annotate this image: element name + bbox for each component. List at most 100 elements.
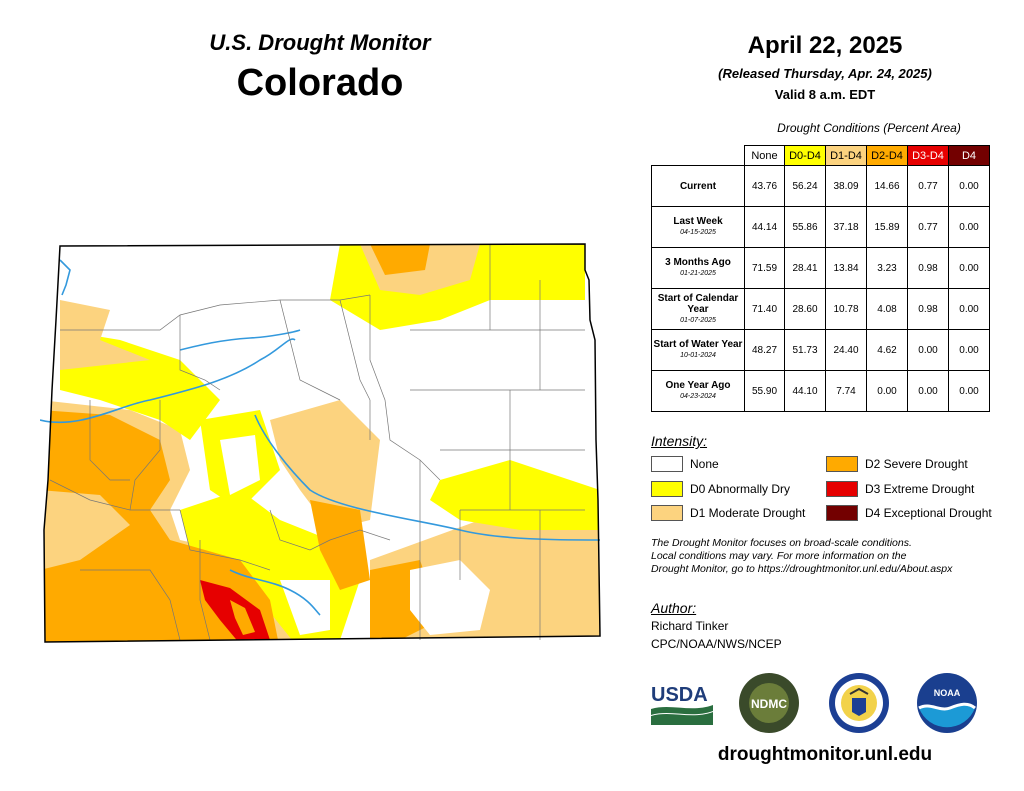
legend-label: D4 Exceptional Drought [865,506,992,520]
table-row: Start of Calendar Year 01-07-2025 71.40 2… [651,288,990,330]
row-label: Start of Water Year 10-01-2024 [651,329,745,371]
product-title: U.S. Drought Monitor [209,30,431,55]
noaa-logo-text: NOAA [934,688,961,698]
table-cell: 71.59 [744,247,785,289]
table-cell: 44.10 [784,370,826,412]
table-cell: 15.89 [866,206,908,248]
table-corner [652,146,745,166]
website-url[interactable]: droughtmonitor.unl.edu [717,744,933,765]
column-header-d2-d4: D2-D4 [866,145,908,166]
valid-time: Valid 8 a.m. EDT [774,87,876,102]
table-cell: 48.27 [744,329,785,371]
table-row: Start of Water Year 10-01-2024 48.27 51.7… [651,329,990,371]
table-cell: 0.00 [948,206,990,248]
table-row: Current 43.76 56.24 38.09 14.66 0.77 0.0… [651,165,990,207]
row-date: 01-21-2025 [680,270,716,277]
table-cell: 0.00 [866,370,908,412]
usda-logo: USDA [651,683,715,727]
table-cell: 55.86 [784,206,826,248]
legend-item-d4: D4 Exceptional Drought [826,505,992,521]
table-cell: 0.00 [948,288,990,330]
column-header-none: None [744,145,785,166]
row-date: 04-23-2024 [680,393,716,400]
state-title: Colorado [236,62,404,104]
legend-item-d3: D3 Extreme Drought [826,481,974,497]
legend-swatch [651,505,683,521]
table-cell: 0.77 [907,206,949,248]
legend-title: Intensity: [651,433,708,449]
column-header-d1-d4: D1-D4 [825,145,867,166]
row-label-text: Start of Calendar Year [657,292,739,315]
table-cell: 14.66 [866,165,908,207]
table-cell: 24.40 [825,329,867,371]
table-cell: 0.00 [948,247,990,289]
table-cell: 0.00 [907,370,949,412]
note-line: The Drought Monitor focuses on broad-sca… [651,537,912,549]
table-cell: 7.74 [825,370,867,412]
usda-logo-text: USDA [651,684,708,706]
release-date: (Released Thursday, Apr. 24, 2025) [718,66,932,81]
row-label: Last Week 04-15-2025 [651,206,745,248]
ndmc-logo-text: NDMC [751,697,787,711]
author-name: Richard Tinker [651,619,729,633]
map-date: April 22, 2025 [747,32,903,59]
column-header-d3-d4: D3-D4 [907,145,949,166]
legend-item-none: None [651,456,719,472]
row-label-text: One Year Ago [665,380,731,391]
table-cell: 51.73 [784,329,826,371]
table-cell: 43.76 [744,165,785,207]
table-header-row: None D0-D4 D1-D4 D2-D4 D3-D4 D4 [652,145,990,166]
column-header-d0-d4: D0-D4 [784,145,826,166]
disclaimer-note: The Drought Monitor focuses on broad-sca… [651,537,1021,576]
table-cell: 0.77 [907,165,949,207]
table-cell: 71.40 [744,288,785,330]
legend-swatch [826,505,858,521]
table-cell: 56.24 [784,165,826,207]
row-date: 04-15-2025 [680,229,716,236]
legend-item-d0: D0 Abnormally Dry [651,481,790,497]
table-cell: 0.98 [907,247,949,289]
commerce-seal-logo [828,672,890,734]
legend-label: D0 Abnormally Dry [690,482,791,496]
row-label: One Year Ago 04-23-2024 [651,370,745,412]
drought-conditions-table: None D0-D4 D1-D4 D2-D4 D3-D4 D4 Current … [651,145,990,412]
legend-label: D2 Severe Drought [865,457,968,471]
ndmc-logo: NDMC [738,672,800,734]
note-line: Local conditions may vary. For more info… [651,550,907,562]
colorado-drought-map [39,240,605,650]
row-date: 01-07-2025 [680,316,716,324]
row-label-text: Current [679,180,717,192]
row-date: 10-01-2024 [680,352,716,359]
table-row: One Year Ago 04-23-2024 55.90 44.10 7.74 … [651,370,990,412]
table-row: Last Week 04-15-2025 44.14 55.86 37.18 15… [651,206,990,248]
table-cell: 3.23 [866,247,908,289]
table-cell: 44.14 [744,206,785,248]
author-org: CPC/NOAA/NWS/NCEP [651,637,782,651]
legend-label: D1 Moderate Drought [690,506,806,520]
table-cell: 0.00 [948,165,990,207]
table-cell: 0.00 [948,370,990,412]
legend-label: D3 Extreme Drought [865,482,975,496]
table-cell: 4.08 [866,288,908,330]
author-label: Author: [651,600,697,616]
legend-swatch [826,456,858,472]
row-label: 3 Months Ago 01-21-2025 [651,247,745,289]
noaa-logo: NOAA [916,672,978,734]
legend-swatch [651,456,683,472]
table-caption: Drought Conditions (Percent Area) [777,121,961,135]
column-header-d4: D4 [948,145,990,166]
legend-label: None [690,457,719,471]
table-cell: 55.90 [744,370,785,412]
table-cell: 37.18 [825,206,867,248]
table-cell: 28.60 [784,288,826,330]
row-label: Current [651,165,745,207]
note-line: Drought Monitor, go to https://droughtmo… [651,563,953,575]
table-cell: 4.62 [866,329,908,371]
row-label: Start of Calendar Year 01-07-2025 [651,288,745,330]
table-cell: 28.41 [784,247,826,289]
legend-item-d1: D1 Moderate Drought [651,505,805,521]
table-cell: 0.00 [907,329,949,371]
table-cell: 10.78 [825,288,867,330]
legend-item-d2: D2 Severe Drought [826,456,968,472]
row-label-text: Start of Water Year [653,339,743,350]
